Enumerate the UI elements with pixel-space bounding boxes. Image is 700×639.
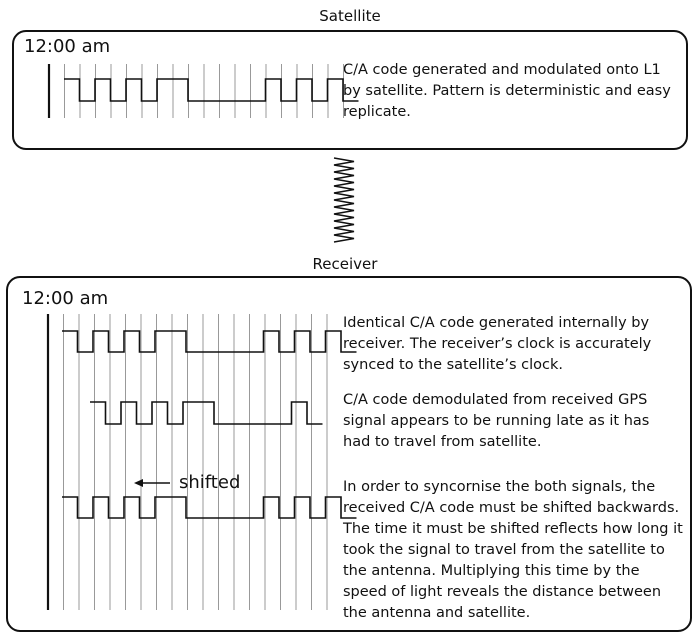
- receiver-description-2-text: C/A code demodulated from received GPS s…: [343, 392, 650, 450]
- satellite-timing-grid: [64, 64, 344, 118]
- received-code-waveform: [90, 401, 323, 425]
- shift-label: shifted: [179, 472, 240, 493]
- satellite-code-waveform: [64, 78, 359, 102]
- receiver-description-3-text: In order to syncornise the both signals,…: [343, 479, 683, 621]
- receiver-description-2: C/A code demodulated from received GPS s…: [343, 390, 678, 453]
- receiver-timing-grid: [63, 314, 328, 610]
- satellite-box: [12, 30, 688, 150]
- receiver-time: 12:00 am: [22, 288, 109, 309]
- satellite-description-text: C/A code generated and modulated onto L1…: [343, 62, 671, 120]
- satellite-time: 12:00 am: [24, 36, 111, 57]
- receiver-description-1: Identical C/A code generated internally …: [343, 313, 678, 376]
- receiver-box: [6, 276, 692, 632]
- receiver-heading: Receiver: [312, 255, 378, 273]
- receiver-description-1-text: Identical C/A code generated internally …: [343, 315, 652, 373]
- receiver-description-3: In order to syncornise the both signals,…: [343, 477, 683, 624]
- shifted-code-waveform: [62, 496, 357, 519]
- signal-travel-spring: [333, 157, 355, 243]
- satellite-heading: Satellite: [319, 7, 381, 25]
- shift-arrow-head: [134, 479, 143, 487]
- internal-code-waveform: [62, 330, 357, 353]
- satellite-description: C/A code generated and modulated onto L1…: [343, 60, 673, 123]
